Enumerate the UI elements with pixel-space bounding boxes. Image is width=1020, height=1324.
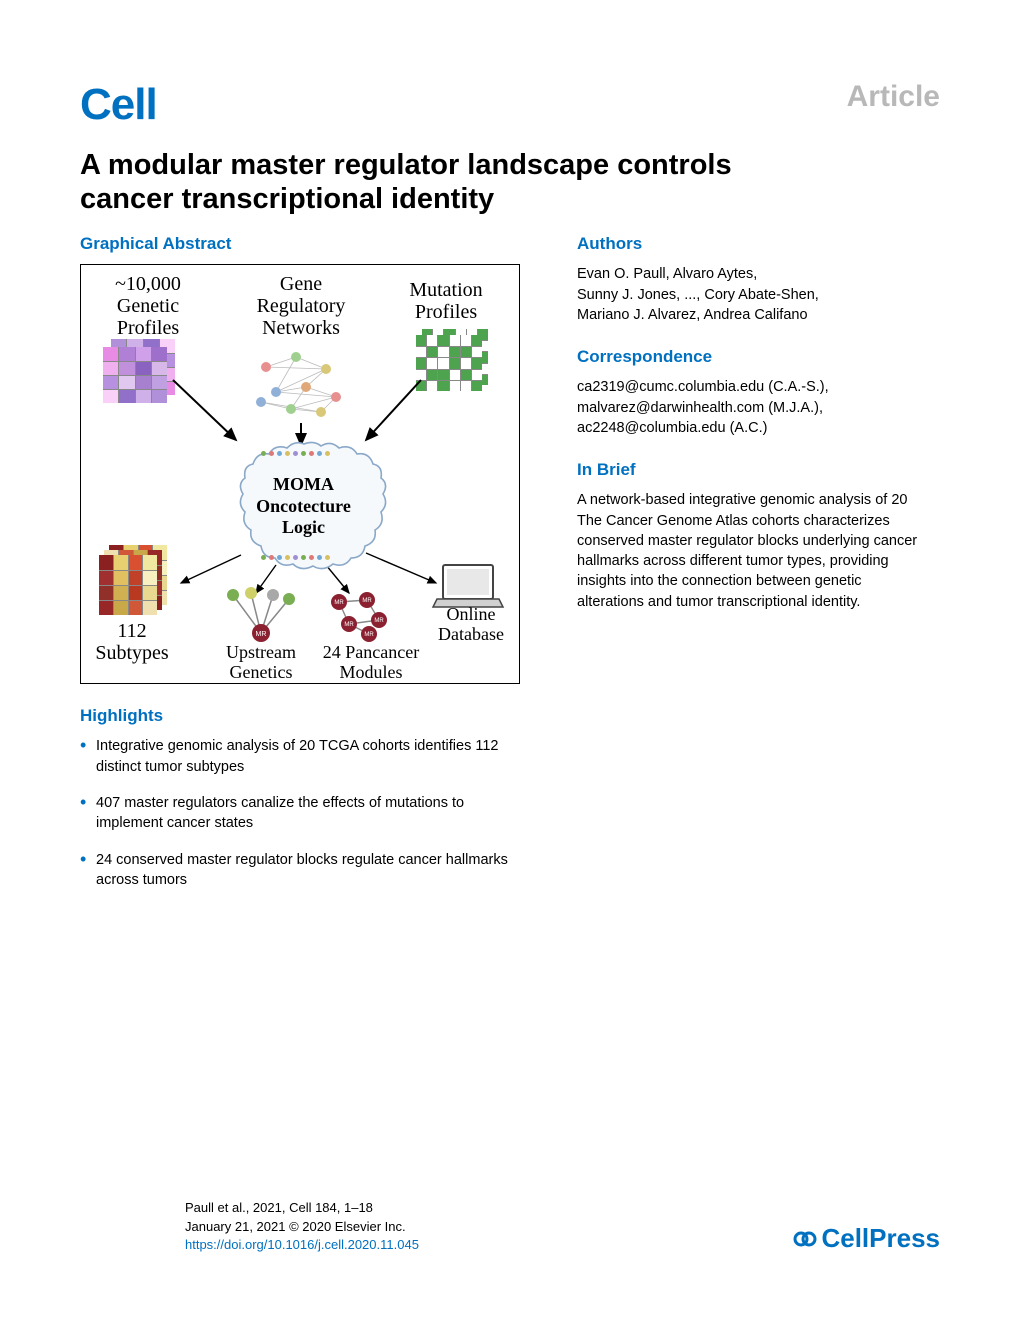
correspondence-heading: Correspondence bbox=[577, 347, 922, 367]
ga-label-subtypes: 112Subtypes bbox=[85, 620, 179, 664]
footer-citation: Paull et al., 2021, Cell 184, 1–18 Janua… bbox=[185, 1199, 419, 1254]
moma-line1: MOMA bbox=[273, 474, 334, 496]
article-title: A modular master regulator landscape con… bbox=[80, 148, 780, 216]
upstream-genetics-icon: MR bbox=[221, 585, 301, 645]
graphical-abstract-figure: ~10,000GeneticProfiles GeneRegulatoryNet… bbox=[80, 264, 520, 684]
authors-heading: Authors bbox=[577, 234, 922, 254]
highlight-item: 407 master regulators canalize the effec… bbox=[80, 793, 520, 834]
moma-bubble: MOMA Oncotecture Logic bbox=[226, 447, 381, 565]
in-brief-heading: In Brief bbox=[577, 460, 922, 480]
journal-logo: Cell bbox=[80, 80, 157, 130]
in-brief-text: A network-based integrative genomic anal… bbox=[577, 490, 922, 612]
highlights-list: Integrative genomic analysis of 20 TCGA … bbox=[80, 736, 545, 890]
pancancer-modules-icon: MR MR MR MR MR bbox=[319, 590, 399, 642]
ga-label-online-db: OnlineDatabase bbox=[426, 605, 516, 645]
citation-line2: January 21, 2021 © 2020 Elsevier Inc. bbox=[185, 1218, 419, 1236]
highlights-heading: Highlights bbox=[80, 706, 545, 726]
moma-line2: Oncotecture bbox=[256, 496, 351, 518]
moma-line3: Logic bbox=[282, 517, 325, 539]
svg-text:MR: MR bbox=[374, 618, 384, 624]
svg-text:MR: MR bbox=[362, 598, 372, 604]
doi-link[interactable]: https://doi.org/10.1016/j.cell.2020.11.0… bbox=[185, 1236, 419, 1254]
svg-text:MR: MR bbox=[256, 631, 267, 638]
citation-line1: Paull et al., 2021, Cell 184, 1–18 bbox=[185, 1199, 419, 1217]
article-type-badge: Article bbox=[847, 80, 940, 114]
graphical-abstract-heading: Graphical Abstract bbox=[80, 234, 545, 254]
authors-text: Evan O. Paull, Alvaro Aytes,Sunny J. Jon… bbox=[577, 264, 922, 325]
correspondence-text: ca2319@cumc.columbia.edu (C.A.-S.),malva… bbox=[577, 377, 922, 438]
svg-text:MR: MR bbox=[344, 622, 354, 628]
cellpress-icon bbox=[793, 1227, 817, 1251]
svg-text:MR: MR bbox=[334, 600, 344, 606]
ga-label-upstream: UpstreamGenetics bbox=[211, 643, 311, 683]
highlight-item: Integrative genomic analysis of 20 TCGA … bbox=[80, 736, 520, 777]
cellpress-logo: CellPress bbox=[793, 1223, 940, 1254]
highlight-item: 24 conserved master regulator blocks reg… bbox=[80, 850, 520, 891]
svg-text:MR: MR bbox=[364, 632, 374, 638]
ga-label-pancancer: 24 PancancerModules bbox=[311, 643, 431, 683]
